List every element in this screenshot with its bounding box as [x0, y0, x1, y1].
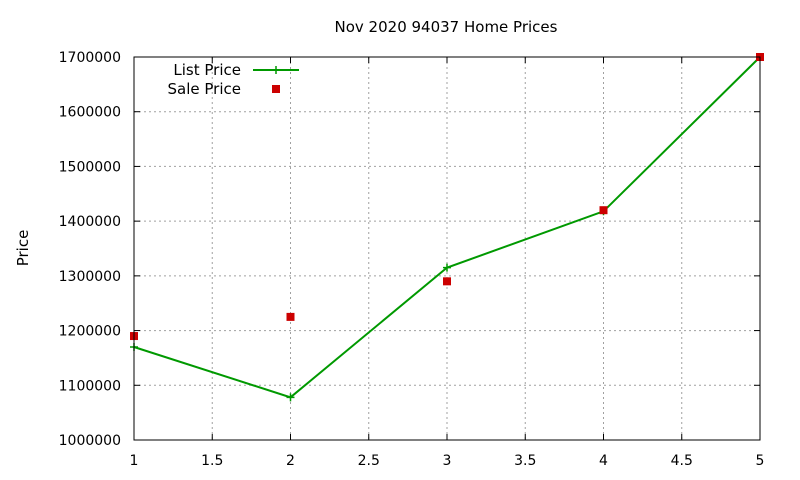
list-price-point — [286, 393, 295, 402]
x-tick-label: 3.5 — [514, 453, 536, 469]
legend-marker-sale-price — [272, 85, 280, 93]
grid-lines — [134, 57, 760, 440]
x-tick-label: 4 — [599, 453, 608, 469]
y-tick-label: 1300000 — [59, 269, 121, 285]
plot-frame — [133, 56, 761, 441]
sale-price-point — [286, 312, 295, 321]
y-tick-label: 1400000 — [59, 214, 121, 230]
x-tick-label: 3 — [443, 453, 452, 469]
x-tick-label: 4.5 — [671, 453, 693, 469]
sale-price-point — [599, 206, 608, 215]
legend-marker-list-price — [272, 66, 280, 74]
chart-title: Nov 2020 94037 Home Prices — [335, 18, 558, 36]
legend-label-list-price: List Price — [173, 61, 241, 79]
x-tick-label: 1.5 — [201, 453, 223, 469]
y-tick-label: 1000000 — [59, 433, 121, 449]
list-price-point — [443, 263, 451, 272]
x-tick-label: 2.5 — [358, 453, 380, 469]
legend-label-sale-price: Sale Price — [168, 80, 241, 98]
tick-labels: 1 1.5 2 2.5 3 3.5 4 4.5 5 1000000 1100000 1200000 13… — [59, 50, 765, 469]
sale-price-point — [443, 277, 451, 286]
y-tick-label: 1500000 — [59, 159, 121, 175]
x-tick-label: 5 — [756, 453, 765, 469]
y-tick-label: 1600000 — [59, 105, 121, 121]
y-tick-label: 1200000 — [59, 324, 121, 340]
x-tick-label: 2 — [286, 453, 295, 469]
x-tick-label: 1 — [130, 453, 139, 469]
y-tick-label: 1100000 — [59, 378, 121, 394]
y-tick-label: 1700000 — [59, 50, 121, 66]
y-axis-label: Price — [14, 230, 32, 267]
